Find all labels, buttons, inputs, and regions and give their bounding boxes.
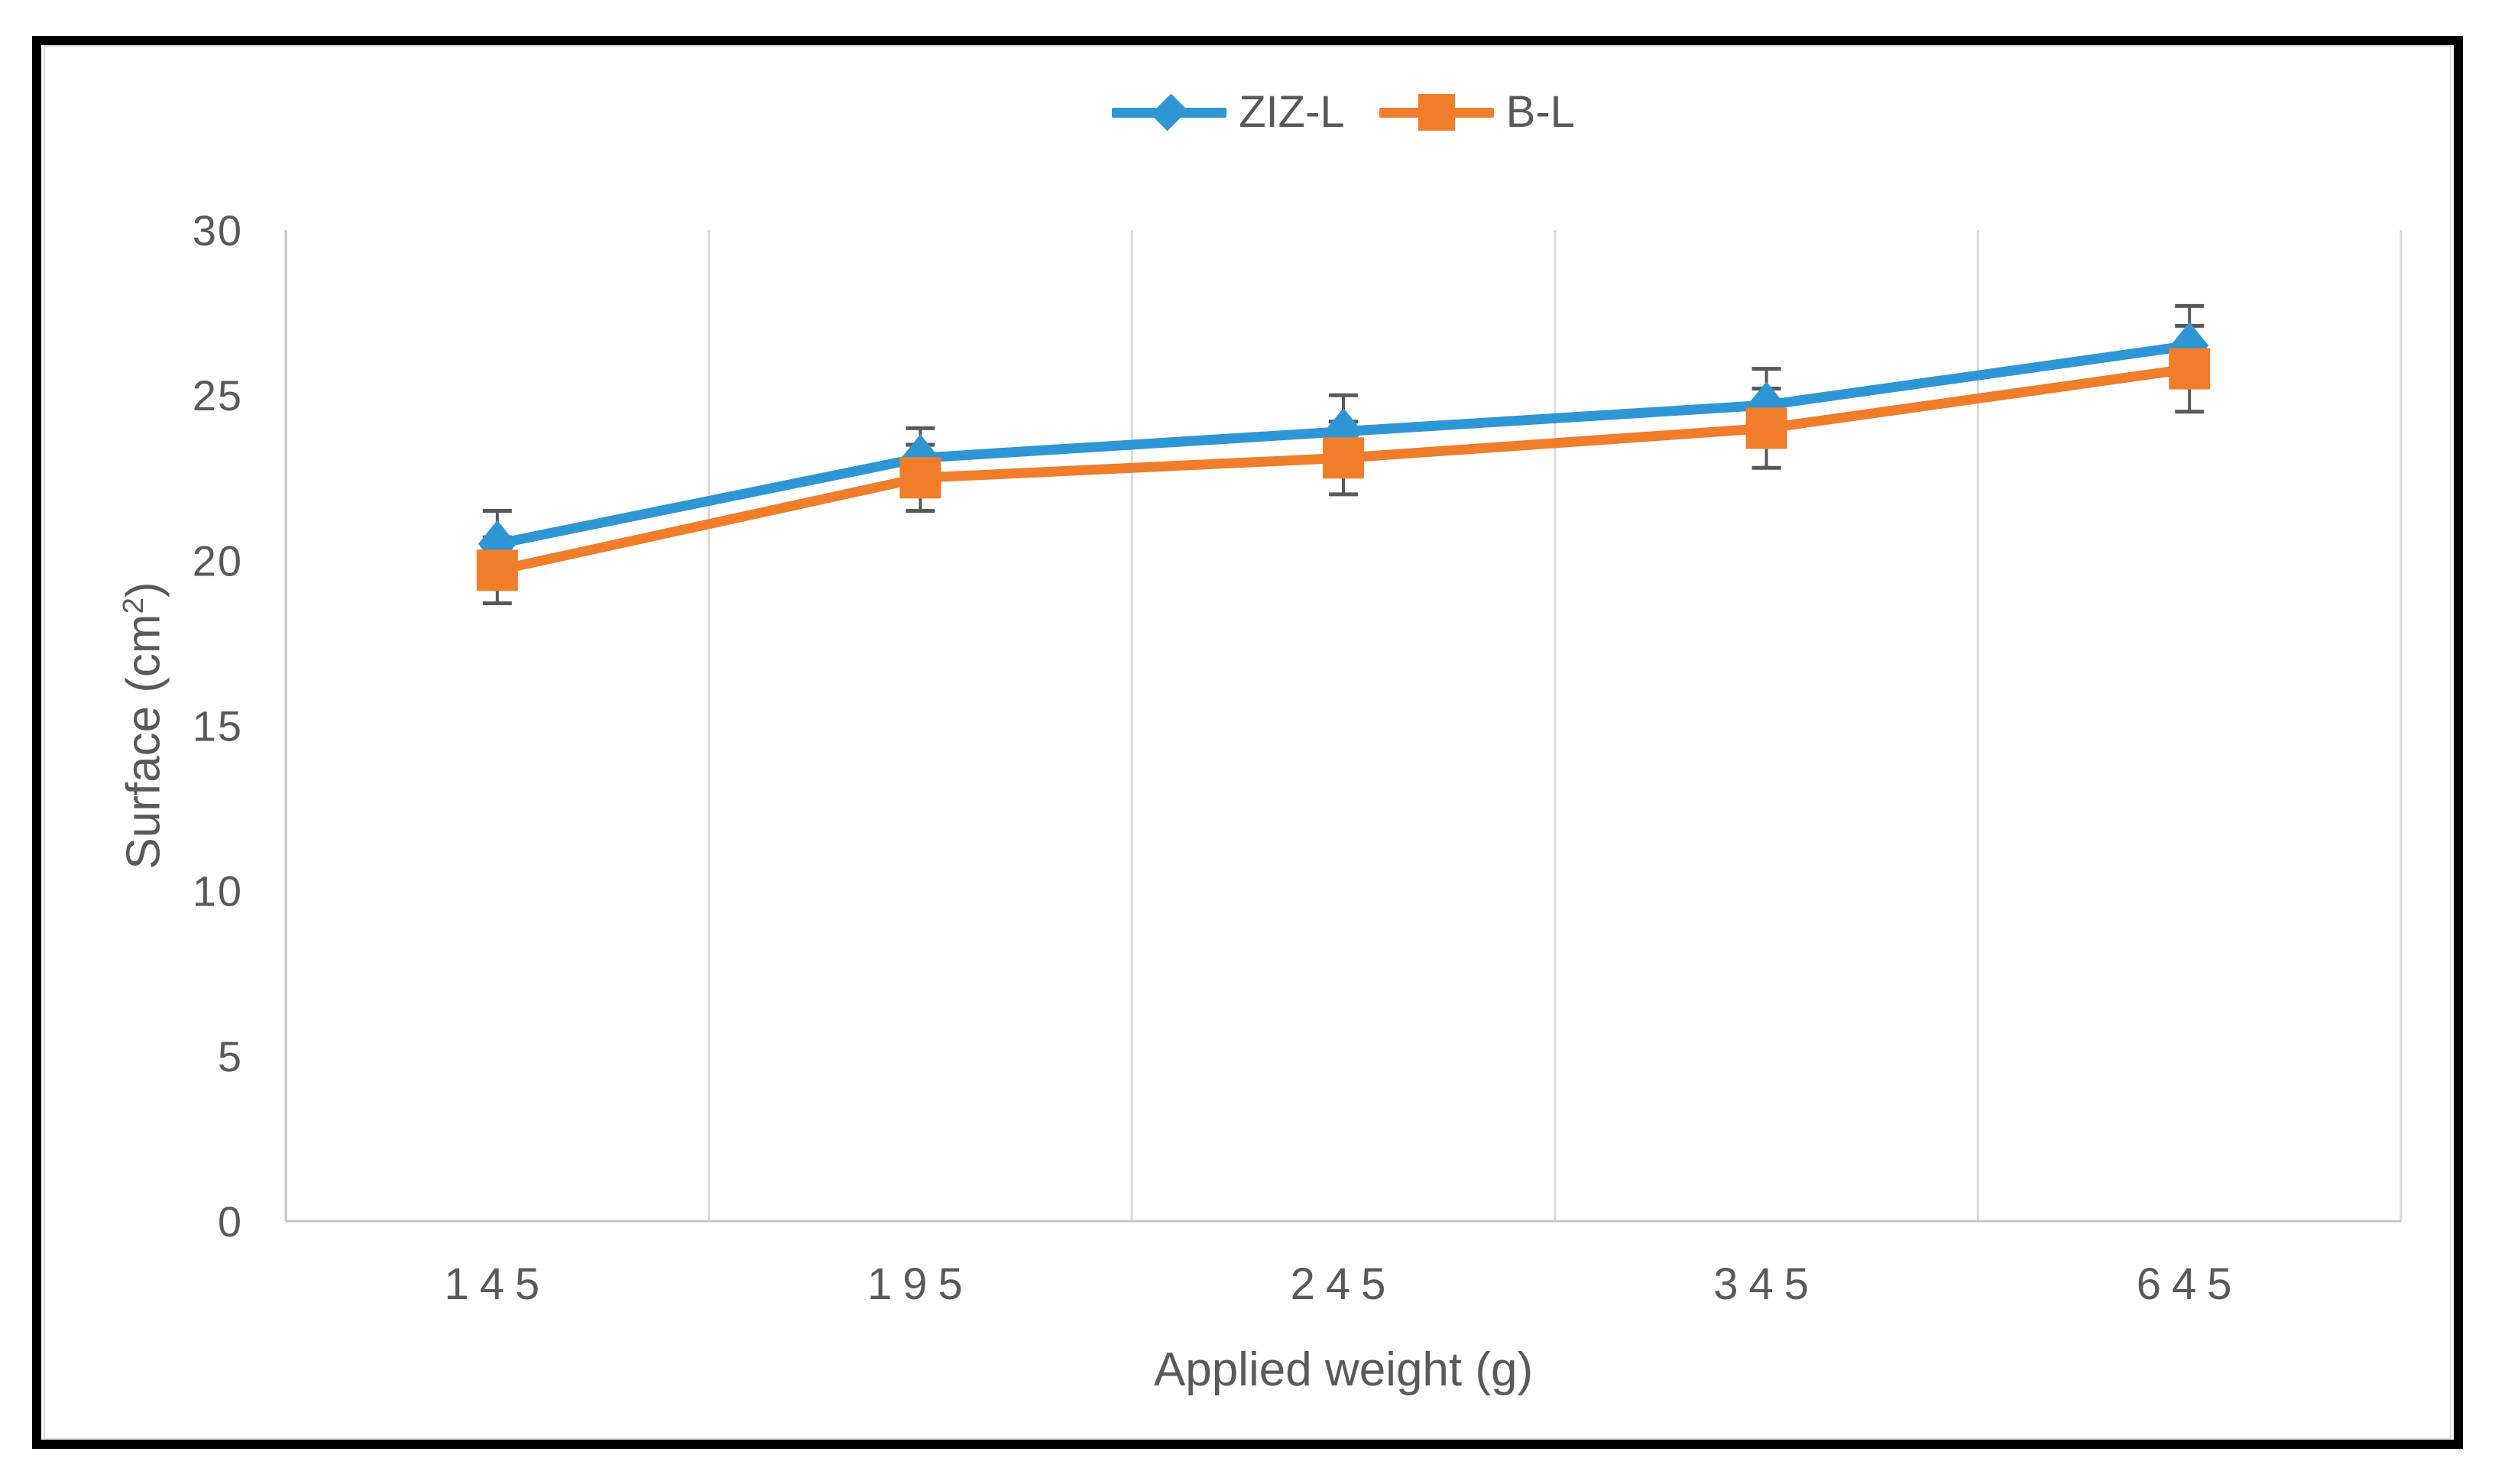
x-tick-label: 645 — [2137, 1259, 2243, 1309]
square-marker-icon — [1745, 407, 1787, 449]
x-tick-label: 245 — [1291, 1259, 1397, 1309]
x-tick-label: 145 — [444, 1259, 550, 1309]
y-tick-label: 20 — [193, 536, 243, 585]
y-axis-title-sup: 2 — [116, 598, 150, 614]
square-marker-icon — [899, 457, 941, 499]
legend: ZIZ-L B-L — [286, 90, 2401, 134]
y-tick-label: 10 — [193, 867, 243, 915]
legend-item-b-l: B-L — [1379, 90, 1575, 134]
diamond-marker-icon — [1150, 93, 1188, 131]
y-tick-label: 25 — [193, 371, 243, 420]
square-marker-icon — [476, 549, 518, 591]
x-tick-label: 345 — [1713, 1259, 1819, 1309]
x-tick-label: 195 — [867, 1259, 974, 1309]
y-axis-title: Surface (cm2) — [83, 230, 205, 1221]
square-marker-icon — [1418, 94, 1455, 131]
legend-line-sample — [1112, 93, 1227, 131]
legend-label-ziz-l: ZIZ-L — [1239, 87, 1345, 137]
y-tick-label: 15 — [193, 702, 243, 750]
square-marker-icon — [2169, 348, 2211, 390]
x-axis-title: Applied weight (g) — [1153, 1343, 1534, 1396]
legend-item-ziz-l: ZIZ-L — [1112, 90, 1345, 134]
plot-border — [44, 45, 2451, 1440]
square-marker-icon — [1323, 437, 1364, 479]
y-axis-title-close: ) — [117, 582, 170, 598]
legend-line-sample — [1379, 94, 1494, 131]
y-tick-label: 0 — [218, 1197, 243, 1246]
y-axis-title-text: Surface (cm — [117, 614, 170, 870]
legend-label-b-l: B-L — [1505, 87, 1575, 137]
y-tick-label: 5 — [218, 1032, 243, 1081]
y-tick-label: 30 — [193, 206, 243, 254]
